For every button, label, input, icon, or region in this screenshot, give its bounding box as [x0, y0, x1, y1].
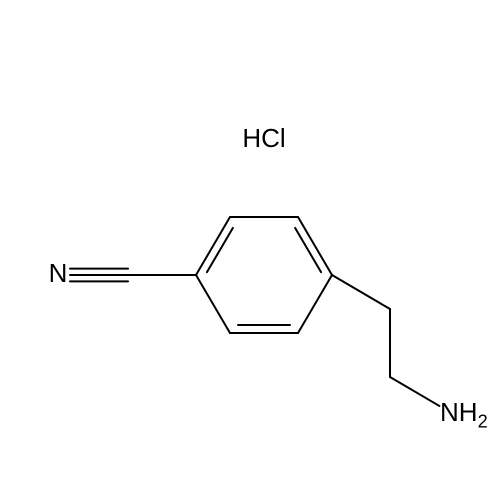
bond-double-outer — [298, 217, 332, 275]
bond-single — [332, 275, 390, 309]
atom-label-nitrile-n: N — [49, 258, 68, 288]
bond-double-outer — [196, 217, 230, 275]
atom-label-amine: NH2 — [440, 397, 488, 432]
molecule-diagram: N NH2 HCl — [0, 0, 500, 500]
bond-single — [196, 275, 230, 333]
bond-single — [390, 377, 439, 406]
salt-label: HCl — [242, 123, 285, 153]
bond-single — [298, 275, 332, 333]
